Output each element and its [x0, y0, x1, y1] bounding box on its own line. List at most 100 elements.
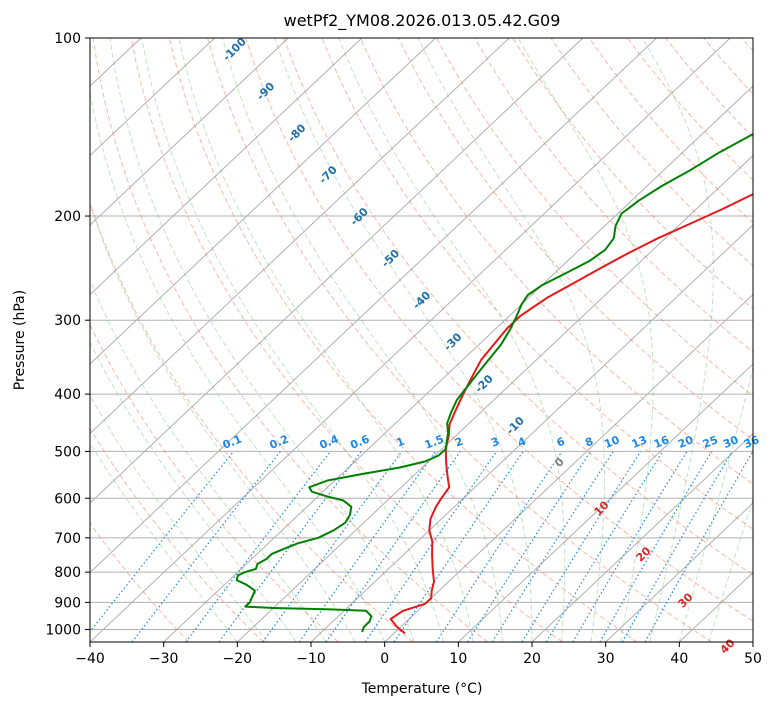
mixing-ratio-line — [364, 451, 498, 642]
isotherm-line — [605, 502, 753, 642]
moist-adiabat-line — [708, 498, 753, 642]
isotherm-line — [90, 38, 584, 504]
mixing-ratio-line — [621, 451, 733, 642]
mixing-ratio-line — [90, 451, 234, 633]
mixing-ratio-label: 16 — [652, 433, 671, 451]
x-tick-label: 0 — [380, 651, 389, 667]
isotherm-line — [457, 363, 753, 642]
dry-adiabat-line — [321, 38, 753, 530]
dry-adiabat-line — [283, 38, 753, 576]
mixing-ratio-label: 0.2 — [268, 432, 291, 451]
isotherm-line — [0, 38, 67, 642]
dry-adiabat-line — [436, 38, 753, 397]
isotherm-line — [163, 85, 753, 642]
moist-adiabat-line — [417, 38, 605, 642]
mixing-ratio-label: 10 — [602, 433, 621, 451]
mixing-ratio-label: 1 — [395, 435, 407, 450]
mixing-ratio-line — [298, 451, 437, 642]
dry-adiabat-line — [90, 522, 190, 642]
dry-adiabat-line — [92, 38, 488, 642]
y-tick-label: 1000 — [45, 622, 81, 638]
dry-adiabat-line — [665, 38, 753, 138]
mixing-ratio-label: 3 — [489, 435, 501, 450]
y-tick-label: 100 — [54, 31, 81, 47]
moist-adiabat-line — [274, 38, 533, 642]
y-tick-label: 900 — [54, 595, 81, 611]
moist-adiabat-line — [641, 38, 714, 642]
isotherm-line — [90, 38, 363, 296]
dry-adiabat-line — [588, 38, 753, 224]
dry-adiabat-label: -50 — [379, 247, 402, 270]
x-tick-label: −20 — [223, 651, 253, 667]
mixing-ratio-label: 8 — [583, 435, 595, 450]
y-axis-label: Pressure (hPa) — [12, 290, 28, 390]
mixing-ratio-label: 20 — [676, 433, 695, 451]
mixing-ratio-line — [325, 451, 461, 642]
mixing-ratio-line — [599, 451, 713, 642]
moist-adiabat-line — [90, 341, 297, 642]
y-tick-label: 300 — [54, 313, 81, 329]
moist-adiabat-line — [678, 366, 753, 642]
mixing-ratio-line — [218, 451, 362, 642]
moist-adiabat-line — [90, 89, 386, 642]
x-tick-label: 30 — [597, 651, 615, 667]
dry-adiabat-label: -100 — [220, 35, 249, 64]
mixing-ratio-line — [262, 451, 403, 642]
isotherm-line — [90, 38, 289, 226]
x-tick-label: 20 — [523, 651, 541, 667]
axes: −40 −30 −20 −10 0 10 20 30 40 5010020030040050060… — [45, 31, 762, 667]
dry-adiabat-line — [90, 427, 264, 642]
isotherm-line — [90, 38, 657, 574]
dry-adiabat-line — [90, 323, 339, 642]
mixing-ratio-label: 30 — [721, 433, 740, 451]
mixing-ratio-line — [521, 451, 642, 642]
x-tick-label: −40 — [75, 651, 105, 667]
dry-adiabat-label: -60 — [348, 205, 371, 228]
dry-adiabat-line — [207, 38, 712, 642]
mixing-ratio-line — [393, 451, 524, 642]
mixing-ratio-label: 0.1 — [221, 432, 244, 451]
moist-adiabat-line — [338, 38, 566, 642]
y-tick-label: 400 — [54, 387, 81, 403]
mixing-ratio-label: 25 — [701, 433, 720, 451]
y-tick-label: 600 — [54, 491, 81, 507]
dry-adiabat-label: 40 — [718, 636, 738, 656]
x-tick-label: 40 — [670, 651, 688, 667]
dry-adiabat-line — [130, 38, 563, 642]
isotherm-line — [531, 432, 753, 642]
y-tick-label: 500 — [54, 444, 81, 460]
isotherm-line — [90, 38, 436, 365]
y-tick-label: 200 — [54, 209, 81, 225]
moist-adiabat-line — [90, 279, 327, 642]
isotherm-line — [90, 38, 731, 642]
dry-adiabat-line — [474, 38, 753, 353]
mixing-ratio-line — [644, 451, 753, 642]
dry-adiabat-line — [359, 38, 753, 485]
isotherm-line — [236, 154, 753, 642]
moist-adiabat-line — [90, 441, 238, 642]
isotherm-line — [90, 38, 510, 435]
dry-adiabat-line — [550, 38, 753, 267]
dry-adiabat-line — [741, 38, 753, 52]
mixing-ratio-label: 13 — [630, 433, 649, 451]
y-tick-label: 700 — [54, 531, 81, 547]
y-tick-label: 800 — [54, 565, 81, 581]
dry-adiabat-label: -30 — [441, 330, 464, 353]
isotherm-line — [678, 571, 753, 642]
moist-adiabat-line — [109, 38, 415, 642]
isotherm-line — [384, 293, 753, 642]
mixing-ratio-line — [185, 451, 331, 642]
plot-area — [0, 38, 753, 642]
moist-adiabat-line — [141, 38, 445, 642]
mixing-ratio-label: 2 — [453, 435, 465, 450]
mixing-ratio-label: 6 — [555, 435, 567, 450]
dewpoint-profile-line — [235, 132, 753, 633]
chart-title: wetPf2_YM08.2026.013.05.42.G09 — [284, 11, 561, 31]
moist-adiabat-line — [90, 202, 356, 642]
moist-adiabat-line — [517, 38, 654, 642]
isotherm-line — [752, 641, 753, 642]
dry-adiabat-label: 0 — [552, 455, 567, 470]
mixing-ratio-line — [466, 451, 592, 642]
mixing-ratio-line — [435, 451, 563, 642]
